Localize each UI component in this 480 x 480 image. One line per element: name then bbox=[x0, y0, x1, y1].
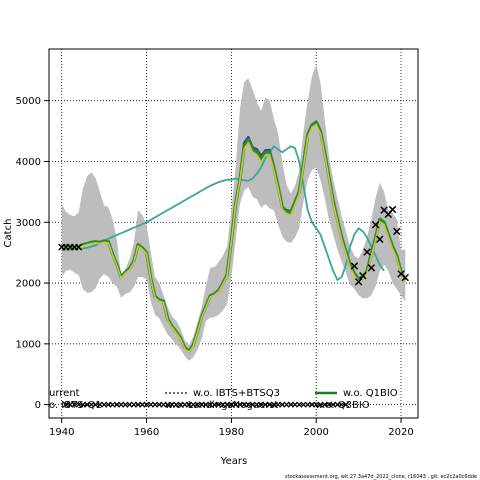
ticks-layer: 1940 1960 1980 2000 2020 0 1000 2000 3000 4000 500… bbox=[16, 96, 414, 438]
y-tick-label-5000: 5000 bbox=[16, 96, 41, 107]
y-tick-label-0: 0 bbox=[35, 400, 41, 411]
observed-point-2011 bbox=[359, 272, 367, 280]
y-axis-title: Catch bbox=[3, 219, 14, 248]
legend: urrent w.o. IBTS+BTSQ3 w.o. Q1BIO o. IBTS-Q… bbox=[49, 388, 398, 411]
legend-label-q1bio: w.o. Q1BIO bbox=[343, 388, 398, 399]
y-tick-label-2000: 2000 bbox=[16, 279, 41, 290]
observed-point-2021 bbox=[401, 273, 410, 282]
x-tick-label-1960: 1960 bbox=[134, 427, 159, 438]
legend-label-q3bio: w.o. Q3BIO bbox=[315, 400, 370, 411]
observed-point-2019 bbox=[393, 227, 401, 236]
plot-frame bbox=[48, 48, 419, 419]
series-line-alt_yellow bbox=[61, 123, 407, 354]
x-axis-title: Years bbox=[220, 456, 247, 467]
legend-label-ibts_btsq3: w.o. IBTS+BTSQ3 bbox=[193, 388, 280, 399]
legend-item-ibts_btsq3: w.o. IBTS+BTSQ3 bbox=[165, 388, 280, 399]
x-tick-label-1980: 1980 bbox=[219, 427, 244, 438]
observed-points-layer bbox=[58, 205, 410, 286]
observed-point-2012 bbox=[363, 248, 371, 256]
observed-point-2014 bbox=[371, 220, 380, 229]
legend-label-current: urrent bbox=[49, 388, 80, 399]
zero-mark-2007 bbox=[342, 401, 349, 408]
y-tick-label-1000: 1000 bbox=[16, 339, 41, 350]
observed-point-2010 bbox=[354, 278, 363, 286]
observed-point-2015 bbox=[376, 235, 384, 244]
zero-marker-row bbox=[62, 401, 349, 408]
x-tick-label-1940: 1940 bbox=[49, 427, 74, 438]
legend-label-ibts_q1: o. IBTS-Q1 bbox=[49, 400, 102, 411]
observed-point-2009 bbox=[350, 262, 359, 270]
legend-item-q1bio: w.o. Q1BIO bbox=[315, 388, 398, 399]
legend-item-landings: w.o. LandingsNoguerst bbox=[165, 400, 279, 411]
y-tick-label-4000: 4000 bbox=[16, 157, 41, 168]
series-layer bbox=[61, 120, 407, 354]
legend-item-ibts_q1: o. IBTS-Q1 bbox=[49, 400, 102, 411]
y-tick-label-3000: 3000 bbox=[16, 218, 41, 229]
legend-item-current: urrent bbox=[49, 388, 80, 399]
early-point-1944 bbox=[75, 243, 83, 251]
x-tick-label-2020: 2020 bbox=[388, 427, 413, 438]
legend-item-q3bio: w.o. Q3BIO bbox=[315, 400, 370, 411]
series-line-landings_teal bbox=[61, 145, 385, 281]
footer-credit: stockassessment.org, wit.27.3a47d_2022_c… bbox=[285, 474, 477, 480]
legend-label-landings: w.o. LandingsNoguerst bbox=[165, 400, 279, 411]
x-tick-label-2000: 2000 bbox=[303, 427, 328, 438]
observed-point-2018 bbox=[388, 205, 397, 214]
observed-point-2013 bbox=[367, 264, 376, 272]
